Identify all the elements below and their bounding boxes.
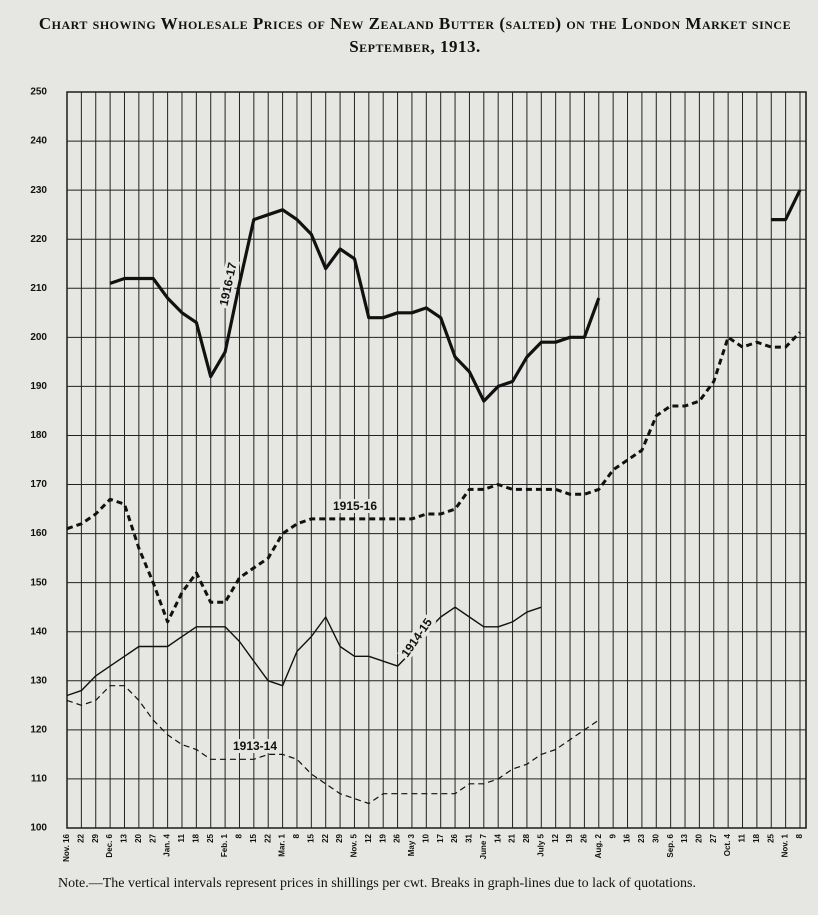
y-tick-label: 180 bbox=[30, 430, 47, 441]
x-tick-label: 8 bbox=[235, 833, 244, 838]
x-tick-label: 16 bbox=[623, 833, 632, 842]
series-label-bg bbox=[216, 258, 240, 310]
x-tick-label: 26 bbox=[450, 833, 459, 842]
series-label: 1913-14 bbox=[233, 739, 277, 753]
y-tick-label: 220 bbox=[30, 234, 47, 245]
x-tick-label: Mar. 1 bbox=[278, 833, 287, 856]
x-tick-label: Jan. 4 bbox=[163, 833, 172, 856]
x-tick-label: 27 bbox=[709, 833, 718, 842]
x-tick-label: Feb. 1 bbox=[220, 833, 229, 857]
y-tick-label: 200 bbox=[30, 332, 47, 343]
x-tick-label: 25 bbox=[766, 833, 775, 842]
y-tick-label: 250 bbox=[30, 87, 47, 98]
x-tick-label: 19 bbox=[565, 833, 574, 842]
x-tick-label: 10 bbox=[421, 833, 430, 842]
x-tick-label: 25 bbox=[206, 833, 215, 842]
y-tick-label: 130 bbox=[30, 675, 47, 686]
x-tick-label: 23 bbox=[637, 833, 646, 842]
x-tick-label: 22 bbox=[76, 833, 85, 842]
x-tick-label: 22 bbox=[321, 833, 330, 842]
x-tick-label: July 5 bbox=[536, 833, 545, 856]
x-tick-label: 28 bbox=[522, 833, 531, 842]
series-line bbox=[109, 189, 802, 403]
y-tick-label: 240 bbox=[30, 136, 47, 147]
x-tick-label: 29 bbox=[91, 833, 100, 842]
x-tick-label: 9 bbox=[608, 833, 617, 838]
y-tick-label: 230 bbox=[30, 185, 47, 196]
x-tick-label: 14 bbox=[493, 833, 502, 842]
x-tick-label: 15 bbox=[306, 833, 315, 842]
x-tick-label: 12 bbox=[551, 833, 560, 842]
x-tick-label: June 7 bbox=[479, 833, 488, 859]
x-tick-label: Sep. 6 bbox=[666, 833, 675, 857]
x-tick-label: 19 bbox=[378, 833, 387, 842]
y-tick-label: 160 bbox=[30, 528, 47, 539]
x-tick-label: Dec. 6 bbox=[105, 833, 114, 857]
x-tick-label: 20 bbox=[134, 833, 143, 842]
series-label-bg bbox=[330, 499, 380, 513]
y-tick-label: 210 bbox=[30, 283, 47, 294]
x-tick-label: 27 bbox=[148, 833, 157, 842]
x-tick-label: 12 bbox=[364, 833, 373, 842]
series-label: 1914-15 bbox=[398, 615, 435, 659]
series-line bbox=[66, 685, 600, 805]
x-tick-label: 20 bbox=[695, 833, 704, 842]
x-tick-label: 31 bbox=[465, 833, 474, 842]
plot-frame bbox=[66, 91, 807, 829]
y-tick-label: 120 bbox=[30, 725, 47, 736]
x-tick-label: 18 bbox=[752, 833, 761, 842]
x-tick-label: 13 bbox=[120, 833, 129, 842]
x-tick-label: 30 bbox=[651, 833, 660, 842]
x-tick-label: 11 bbox=[177, 833, 186, 842]
x-tick-label: 26 bbox=[580, 833, 589, 842]
x-tick-label: 15 bbox=[249, 833, 258, 842]
y-tick-label: 100 bbox=[30, 823, 47, 834]
x-tick-label: 21 bbox=[508, 833, 517, 842]
series-label-bg bbox=[230, 739, 280, 753]
note: Note.—The vertical intervals represent p… bbox=[58, 876, 696, 891]
x-tick-label: 8 bbox=[795, 833, 804, 838]
series-label: 1915-16 bbox=[333, 499, 377, 513]
y-tick-label: 110 bbox=[31, 774, 48, 785]
x-tick-label: 29 bbox=[335, 833, 344, 842]
chart-title: Chart showing Wholesale Prices of New Ze… bbox=[38, 14, 792, 56]
y-tick-label: 140 bbox=[30, 626, 47, 637]
x-tick-label: Nov. 1 bbox=[781, 833, 790, 857]
x-tick-label: 11 bbox=[738, 833, 747, 842]
x-tick-label: 22 bbox=[263, 833, 272, 842]
x-tick-label: 13 bbox=[680, 833, 689, 842]
series-label-bg bbox=[397, 613, 437, 662]
y-tick-label: 190 bbox=[30, 381, 47, 392]
x-tick-label: May 3 bbox=[407, 833, 416, 856]
x-tick-label: 18 bbox=[191, 833, 200, 842]
series-line bbox=[66, 606, 542, 697]
y-tick-label: 150 bbox=[30, 577, 47, 588]
x-tick-label: Nov. 5 bbox=[350, 833, 359, 857]
x-tick-label: 17 bbox=[436, 833, 445, 842]
series-line bbox=[66, 331, 802, 624]
x-tick-label: Nov. 16 bbox=[62, 833, 71, 861]
x-tick-label: Aug. 2 bbox=[594, 833, 603, 858]
x-tick-label: 8 bbox=[292, 833, 301, 838]
y-tick-label: 170 bbox=[30, 479, 47, 490]
x-tick-label: 26 bbox=[393, 833, 402, 842]
x-tick-label: Oct. 4 bbox=[723, 833, 732, 856]
